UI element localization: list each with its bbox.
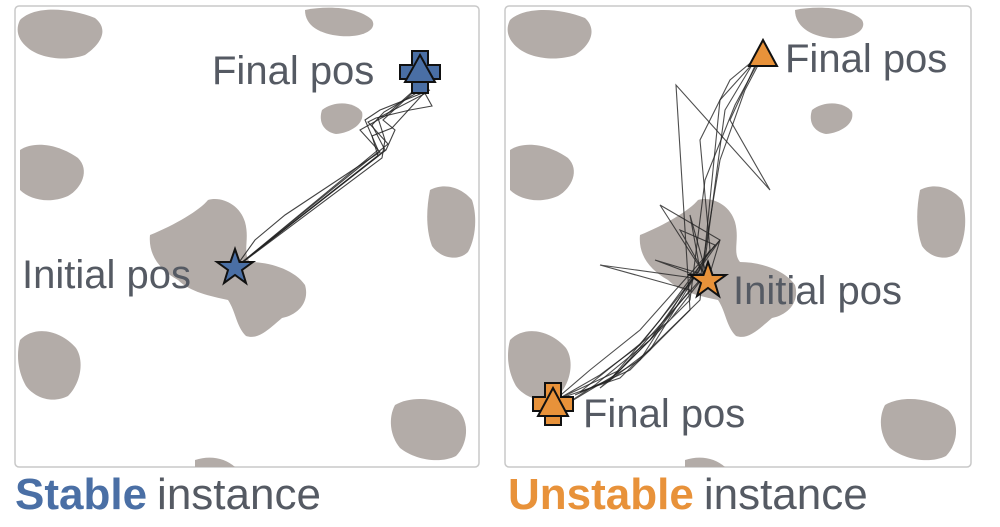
- stable-trajectory: [234, 84, 433, 269]
- unstable-initial-star-marker: [686, 258, 730, 299]
- stable-caption: Stable instance: [15, 468, 321, 522]
- unstable-final-label-top: Final pos: [785, 37, 947, 81]
- unstable-initial-label: Initial pos: [733, 269, 902, 313]
- unstable-final-triangle-marker-bottom: [536, 385, 570, 417]
- unstable-caption: Unstable instance: [508, 468, 868, 522]
- unstable-caption-rest: instance: [703, 470, 868, 519]
- unstable-final-triangle-marker-top: [747, 37, 779, 67]
- stable-initial-label: Initial pos: [22, 253, 191, 297]
- stable-caption-rest: instance: [157, 470, 321, 519]
- unstable-final-label-bottom: Final pos: [583, 392, 745, 436]
- stable-initial-star-marker: [213, 245, 257, 286]
- unstable-caption-strong: Unstable: [508, 470, 694, 519]
- stable-panel: Final pos Initial pos: [14, 5, 480, 468]
- unstable-panel-frame: [504, 5, 972, 468]
- stable-panel-frame: [14, 5, 480, 468]
- stable-final-triangle-marker: [403, 52, 437, 83]
- stable-caption-strong: Stable: [15, 470, 148, 519]
- unstable-panel: Final pos Initial pos Final pos: [504, 5, 972, 468]
- stable-final-label: Final pos: [212, 49, 374, 93]
